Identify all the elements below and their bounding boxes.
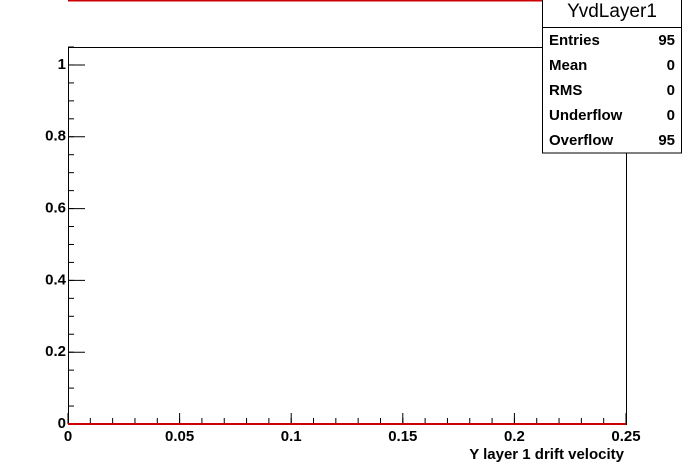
stats-frame <box>542 0 682 154</box>
y-tick-label: 1 <box>58 56 66 73</box>
x-tick-label: 0.05 <box>165 428 194 445</box>
stats-label: Overflow <box>549 132 614 149</box>
y-tick-label: 0.4 <box>45 271 67 288</box>
x-tick-label: 0.1 <box>281 428 302 445</box>
stats-value: 95 <box>658 32 675 49</box>
y-tick-label: 0.8 <box>45 128 66 145</box>
stats-label: RMS <box>549 82 582 99</box>
stats-label: Mean <box>549 57 587 74</box>
y-tick-label: 0.6 <box>45 200 66 217</box>
x-tick-label: 0 <box>64 428 72 445</box>
y-tick-label: 0 <box>58 415 66 432</box>
stats-title: YvdLayer1 <box>567 1 657 22</box>
bar <box>68 423 626 425</box>
stats-value: 0 <box>667 82 675 99</box>
x-axis-label: Y layer 1 drift velocity <box>469 446 624 463</box>
stats-box: YvdLayer1 <box>542 0 682 154</box>
y-tick-label: 0.2 <box>45 343 66 360</box>
stats-label: Underflow <box>549 107 623 124</box>
stats-value: 95 <box>658 132 675 149</box>
x-tick-label: 0.15 <box>388 428 417 445</box>
stats-value: 0 <box>667 57 675 74</box>
x-tick-label: 0.2 <box>504 428 525 445</box>
stats-value: 0 <box>667 107 675 124</box>
stats-label: Entries <box>549 32 600 49</box>
x-tick-label: 0.25 <box>611 428 640 445</box>
